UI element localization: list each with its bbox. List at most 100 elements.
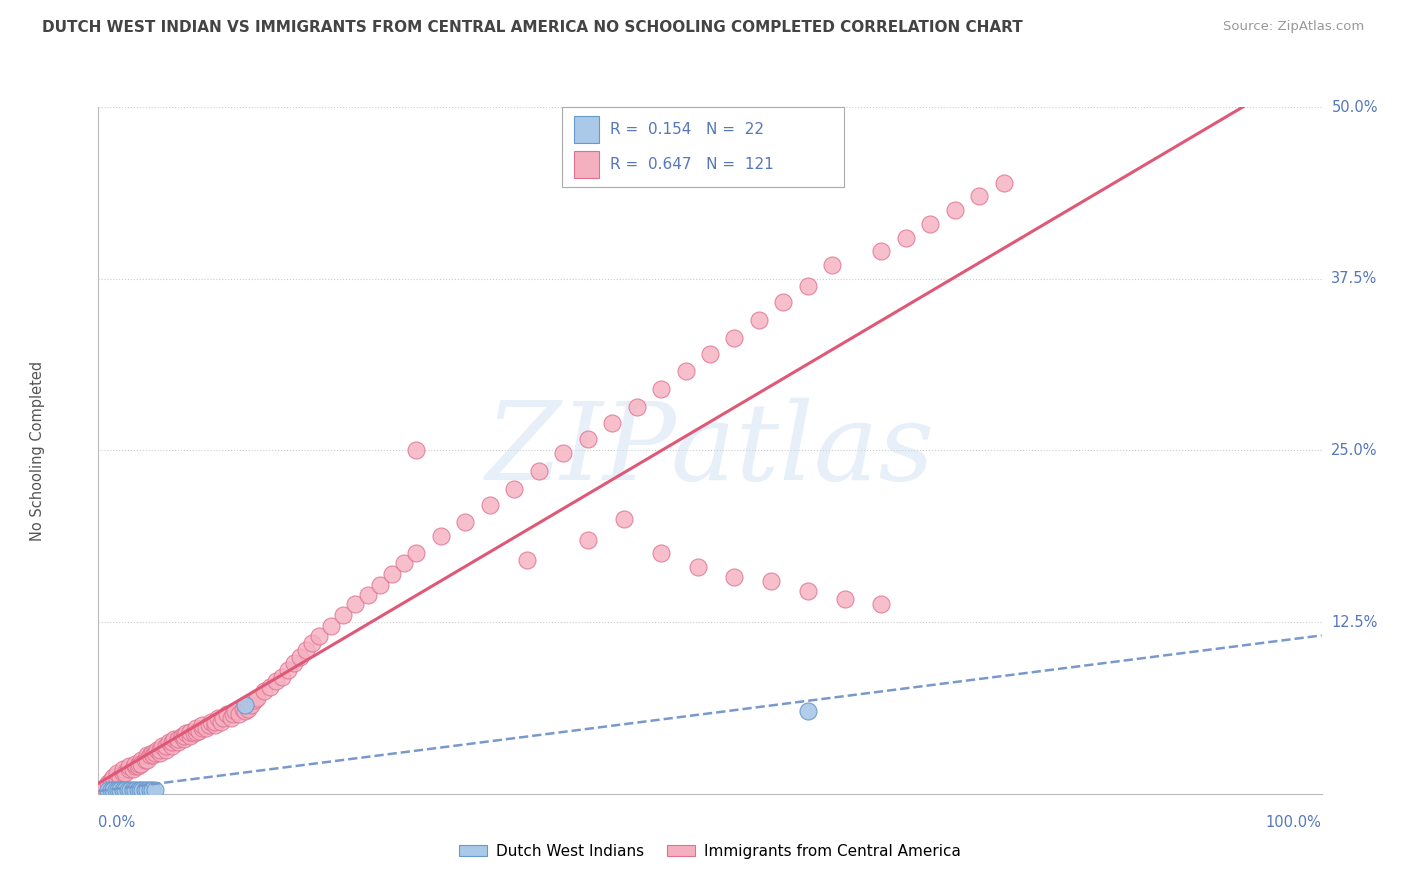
Point — [155, 739, 177, 753]
Point — [167, 731, 190, 746]
Point — [107, 782, 129, 797]
Point — [233, 705, 256, 719]
Point — [183, 726, 205, 740]
Point — [150, 739, 173, 753]
Point — [157, 734, 180, 748]
Point — [308, 629, 330, 643]
Point — [723, 570, 745, 584]
Point — [967, 189, 990, 203]
Point — [131, 782, 153, 797]
Point — [197, 718, 219, 732]
Point — [626, 400, 648, 414]
Point — [332, 608, 354, 623]
Text: 100.0%: 100.0% — [1265, 815, 1322, 830]
Point — [797, 705, 820, 719]
Point — [405, 443, 427, 458]
Point — [270, 670, 294, 684]
Point — [228, 707, 250, 722]
Point — [127, 759, 149, 773]
Point — [368, 578, 391, 592]
Point — [118, 759, 141, 773]
Point — [129, 752, 152, 766]
Point — [233, 698, 256, 712]
Text: 37.5%: 37.5% — [1331, 271, 1378, 286]
Point — [723, 331, 745, 345]
Point — [503, 482, 526, 496]
Point — [478, 499, 501, 513]
Point — [104, 782, 127, 797]
Point — [191, 718, 214, 732]
Point — [187, 723, 209, 738]
Point — [155, 743, 177, 757]
Point — [224, 705, 246, 719]
Point — [179, 725, 201, 739]
Point — [356, 588, 378, 602]
Point — [136, 782, 159, 797]
Point — [259, 680, 281, 694]
Point — [576, 533, 599, 547]
Point — [215, 707, 238, 722]
Point — [209, 715, 232, 730]
Point — [128, 756, 150, 771]
Point — [134, 752, 156, 766]
Point — [114, 782, 136, 797]
Point — [191, 721, 214, 735]
Point — [105, 766, 128, 780]
Text: 50.0%: 50.0% — [1331, 100, 1378, 114]
Point — [141, 782, 163, 797]
Point — [124, 756, 146, 771]
Point — [195, 721, 218, 735]
Point — [146, 743, 169, 757]
Text: ZIPatlas: ZIPatlas — [485, 398, 935, 503]
Point — [186, 721, 208, 735]
Point — [101, 782, 124, 797]
Point — [212, 711, 235, 725]
Point — [613, 512, 636, 526]
Point — [553, 446, 575, 460]
Point — [600, 416, 623, 430]
Point — [129, 756, 152, 771]
Point — [748, 313, 770, 327]
Point — [167, 734, 190, 748]
Point — [179, 729, 201, 743]
Text: DUTCH WEST INDIAN VS IMMIGRANTS FROM CENTRAL AMERICA NO SCHOOLING COMPLETED CORR: DUTCH WEST INDIAN VS IMMIGRANTS FROM CEN… — [42, 20, 1024, 35]
Point — [301, 636, 323, 650]
Point — [149, 746, 172, 760]
Point — [392, 556, 416, 570]
Point — [111, 762, 134, 776]
Text: No Schooling Completed: No Schooling Completed — [30, 360, 45, 541]
Point — [252, 683, 274, 698]
Point — [686, 560, 709, 574]
Point — [454, 515, 477, 529]
Point — [134, 782, 156, 797]
Point — [110, 782, 132, 797]
Point — [121, 762, 143, 776]
Text: Source: ZipAtlas.com: Source: ZipAtlas.com — [1223, 20, 1364, 33]
Point — [97, 776, 120, 790]
Point — [993, 176, 1015, 190]
Point — [143, 782, 166, 797]
Point — [129, 782, 152, 797]
Point — [111, 782, 134, 797]
Point — [170, 729, 193, 743]
Point — [111, 766, 134, 780]
Point — [105, 773, 128, 788]
Point — [163, 731, 186, 746]
Point — [101, 771, 124, 785]
Point — [894, 230, 917, 244]
Point — [207, 711, 229, 725]
Point — [120, 782, 142, 797]
Point — [821, 258, 844, 272]
Point — [650, 546, 672, 561]
Point — [100, 782, 122, 797]
Point — [97, 782, 120, 797]
Point — [405, 546, 427, 561]
Point — [93, 780, 115, 794]
Point — [222, 707, 245, 722]
Point — [204, 718, 226, 732]
Point — [319, 619, 342, 633]
Point — [136, 748, 159, 763]
Point — [219, 711, 242, 725]
Point — [344, 597, 367, 611]
Point — [139, 748, 162, 763]
